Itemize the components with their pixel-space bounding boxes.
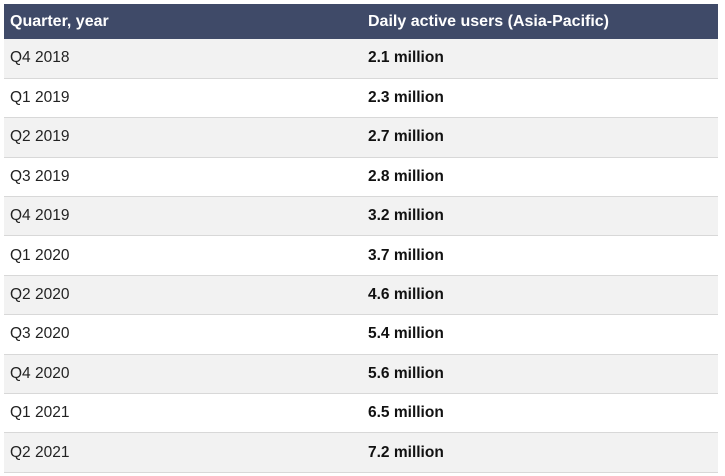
table-row: Q1 2021 6.5 million: [4, 393, 718, 433]
table-row: Q3 2020 5.4 million: [4, 314, 718, 355]
table-row: Q2 2020 4.6 million: [4, 275, 718, 315]
cell-daily-active-users: 5.6 million: [368, 364, 444, 382]
cell-daily-active-users: 3.2 million: [368, 207, 444, 225]
cell-quarter: Q1 2019: [10, 89, 70, 107]
data-table-container: Quarter, year Daily active users (Asia-Pa…: [4, 4, 718, 473]
table-header-row: Quarter, year Daily active users (Asia-Pa…: [4, 4, 718, 39]
cell-quarter: Q4 2019: [10, 207, 70, 225]
cell-daily-active-users: 2.7 million: [368, 128, 444, 146]
cell-daily-active-users: 2.1 million: [368, 49, 444, 67]
column-header-quarter: Quarter, year: [10, 13, 109, 30]
cell-daily-active-users: 6.5 million: [368, 404, 444, 422]
table-row: Q4 2020 5.6 million: [4, 354, 718, 394]
table-header: Quarter, year Daily active users (Asia-Pa…: [4, 4, 718, 39]
table-row: Q1 2019 2.3 million: [4, 78, 718, 118]
table-row: Q2 2019 2.7 million: [4, 117, 718, 158]
cell-quarter: Q1 2020: [10, 246, 70, 264]
table-row: Q4 2019 3.2 million: [4, 196, 718, 236]
cell-daily-active-users: 7.2 million: [368, 443, 444, 461]
data-table: Quarter, year Daily active users (Asia-Pa…: [4, 4, 718, 473]
cell-quarter: Q3 2020: [10, 325, 70, 343]
cell-quarter: Q1 2021: [10, 404, 70, 422]
table-row: Q3 2019 2.8 million: [4, 157, 718, 197]
cell-daily-active-users: 3.7 million: [368, 246, 444, 264]
cell-daily-active-users: 5.4 million: [368, 325, 444, 343]
table-row: Q1 2020 3.7 million: [4, 235, 718, 276]
cell-quarter: Q2 2021: [10, 443, 70, 461]
table-row: Q4 2018 2.1 million: [4, 39, 718, 79]
cell-daily-active-users: 2.3 million: [368, 89, 444, 107]
table-row: Q2 2021 7.2 million: [4, 432, 718, 473]
cell-daily-active-users: 2.8 million: [368, 167, 444, 185]
cell-daily-active-users: 4.6 million: [368, 286, 444, 304]
column-header-daily-active-users: Daily active users (Asia-Pacific): [368, 13, 610, 30]
cell-quarter: Q2 2019: [10, 128, 70, 146]
cell-quarter: Q3 2019: [10, 167, 70, 185]
cell-quarter: Q2 2020: [10, 286, 70, 304]
table-body: Q4 2018 2.1 million Q1 2019 2.3 million Q2 2…: [4, 39, 718, 473]
cell-quarter: Q4 2018: [10, 49, 70, 67]
cell-quarter: Q4 2020: [10, 364, 70, 382]
